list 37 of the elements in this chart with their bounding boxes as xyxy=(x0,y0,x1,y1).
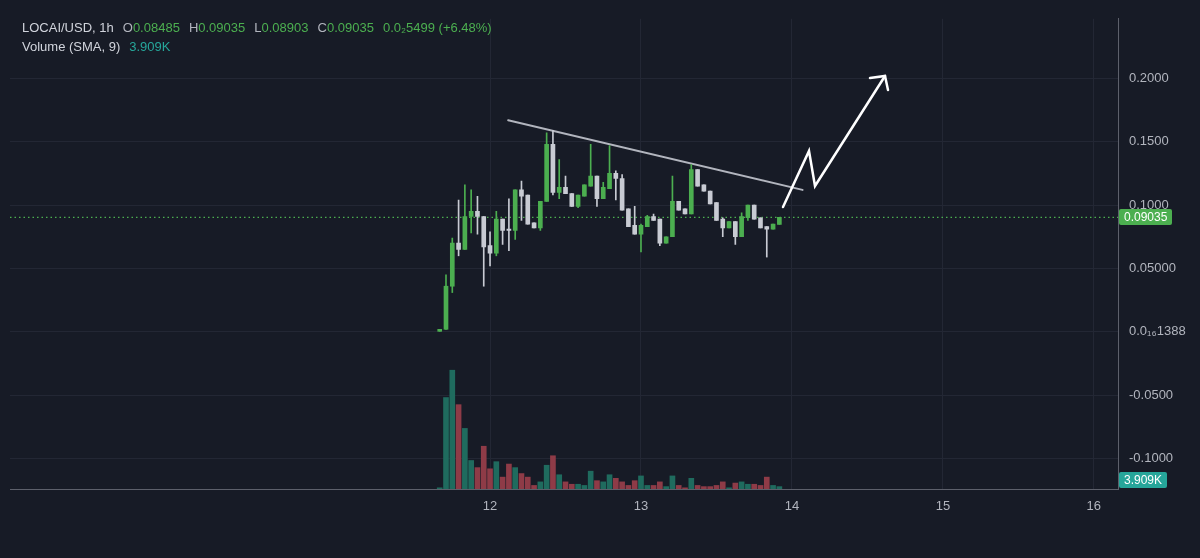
bar xyxy=(594,480,600,489)
x-tick-label: 14 xyxy=(784,498,800,514)
y-tick-label: 0.05000 xyxy=(1129,260,1176,276)
y-tick-label: -0.0500 xyxy=(1129,386,1174,402)
annotation: 0.0₂5499 (+6.48%) xyxy=(382,19,492,36)
ref-line-label: 0.09035 xyxy=(1119,209,1173,226)
candlestick xyxy=(437,328,443,332)
x-tick-label: 12 xyxy=(482,498,498,514)
candlestick xyxy=(701,184,707,192)
candlestick xyxy=(707,190,713,205)
y-tick-label: 0.1500 xyxy=(1129,133,1169,149)
y-tick-label: 0.1000 xyxy=(1129,196,1169,212)
annotation: H0.09035 xyxy=(188,19,246,36)
candlestick xyxy=(663,236,669,244)
candlestick xyxy=(676,200,682,211)
candlestick xyxy=(726,221,732,229)
chart-title: LOCAI/USD, 1h xyxy=(22,19,114,36)
y-tick-label: -0.1000 xyxy=(1129,450,1174,466)
annotation: O0.08485 xyxy=(122,19,180,36)
bar xyxy=(550,455,556,489)
annotation: 3.909K xyxy=(129,38,171,55)
y-tick-label: 0.2000 xyxy=(1129,69,1169,85)
bar xyxy=(512,467,519,489)
candlestick xyxy=(531,222,537,229)
x-tick-label: 16 xyxy=(1086,498,1102,514)
annotation: C0.09035 xyxy=(317,19,374,36)
x-tick-label: 13 xyxy=(633,498,649,514)
bar xyxy=(493,461,500,489)
text: 3.909K xyxy=(1119,472,1168,488)
annotation: L0.08903 xyxy=(254,19,309,36)
candlestick xyxy=(682,208,688,215)
chart-title: Volume (SMA, 9) xyxy=(22,38,121,55)
bar xyxy=(688,477,695,489)
x-tick-label: 15 xyxy=(935,498,951,514)
y-tick-label: 0.0₁₆1388 xyxy=(1129,323,1186,339)
bar xyxy=(556,474,563,489)
candlestick xyxy=(770,223,776,230)
